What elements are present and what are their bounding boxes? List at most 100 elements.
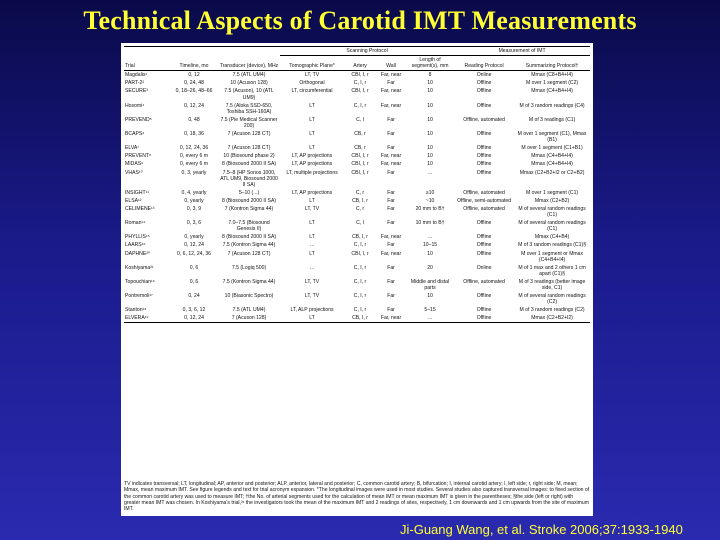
column-header: Artery: [344, 55, 377, 72]
table-cell: C, r: [355, 205, 365, 212]
table-cell: C, I, r: [353, 80, 367, 87]
table-cell: Pontremoli¹⁷: [125, 293, 153, 300]
table-cell: 0, 4, yearly: [181, 189, 207, 196]
table-cell: 0, 3, 9: [186, 205, 202, 212]
column-header: Reading Protocol: [454, 55, 515, 72]
table-cell: Mmax (C2+B2+I2 or C2+B2): [519, 169, 585, 176]
table-cell: Offline: [476, 307, 492, 314]
table-cell: Far, near: [380, 153, 402, 160]
table-cell: 7 (Acuson 128): [218, 314, 281, 324]
table-row: ELVERA¹⁹ 0, 12, 24 7 (Acuson 128) LT CB, I, …: [124, 314, 591, 324]
table-cell: 5–10 (...): [238, 189, 260, 196]
table-cell: CB, I, r: [352, 234, 368, 241]
table-cell: Mmax (C4+B4+I4): [531, 161, 573, 168]
table-cell: M over 1 segment (C1+B1): [521, 145, 583, 152]
table-cell: Far, near: [380, 102, 402, 109]
table-cell: PART-2²: [125, 80, 145, 87]
table-cell: Far: [387, 307, 395, 314]
table-cell: Far: [387, 189, 395, 196]
table-cell: 5–15: [424, 307, 436, 314]
table-cell: 8: [428, 72, 432, 79]
table-cell: Online: [476, 72, 492, 79]
table-cell: Mmax (C2+B2+I2): [514, 314, 591, 324]
table-cell: CBI, I, r: [351, 161, 369, 168]
table-cell: Offline: [476, 102, 492, 109]
table-row: LAARS¹⁶ 0, 12, 24 7.5 (Kontron Sigma 44)..…: [124, 241, 590, 249]
table-cell: LT: [309, 197, 315, 204]
table-cell: Orthogonal: [299, 80, 325, 87]
table-cell: 0, yearly: [184, 197, 204, 204]
table-cell: 10: [427, 80, 433, 87]
table-cell: 0, every 6 m: [179, 161, 209, 168]
table-cell: DAPHNE²⁰: [125, 250, 150, 257]
table-cell: ...: [406, 314, 455, 324]
table-cell: C, I, r: [353, 242, 367, 249]
table-row: INSIGHT¹¹ 0, 4, yearly 5–10 (...) LT, AP pr…: [124, 189, 590, 197]
table-cell: 7 (Acuson 128 CT): [227, 250, 271, 257]
table-cell: Far: [387, 131, 395, 138]
table-cell: 0, 3, 6: [186, 220, 202, 227]
table-cell: Roman¹⁴: [125, 220, 146, 227]
table-cell: Far, near: [380, 161, 402, 168]
table-cell: LT: [309, 145, 315, 152]
table-cell: 10–15: [422, 242, 438, 249]
table-cell: M of 3 random readings (C4): [519, 102, 585, 109]
table-cell: CB, I, r: [352, 197, 368, 204]
table-row: SECURE³ 0, 18–26, 48–66 7.5 (Acuson), 10 (…: [124, 87, 590, 101]
table-cell: ~10: [425, 197, 435, 204]
table-cell: CB, r: [354, 131, 366, 138]
table-cell: 0, every 6 m: [179, 153, 209, 160]
table-cell: Mmax (C2+B2): [534, 197, 570, 204]
table-cell: Far: [387, 220, 395, 227]
table-cell: ≥10: [425, 189, 435, 196]
table-cell: Offline, automated: [463, 189, 505, 196]
table-row: PREVEND⁵ 0, 48 7.5 (Pie Medical Scanner 20…: [124, 116, 590, 130]
table-cell: 0, 12, 24, 36: [179, 145, 209, 152]
table-cell: 7.5 (Aloka SSD-650, Toshiba SSH-160A): [225, 102, 273, 115]
table-cell: Far, near: [380, 72, 402, 79]
table-cell: 8 (Biosound 2000 II SA): [221, 197, 277, 204]
table-cell: M of 3 random readings (C2): [519, 307, 585, 314]
table-cell: M of 3 random readings (C1)§: [518, 242, 587, 249]
table-cell: ...: [427, 169, 433, 176]
table-cell: Hosomi⁴: [125, 102, 145, 109]
table-cell: CB, r: [354, 145, 366, 152]
table-cell: ELVA⁷: [125, 145, 140, 152]
table-cell: LT: [309, 234, 315, 241]
table-cell: SECURE³: [125, 88, 148, 95]
table-cell: Offline, automated: [463, 116, 505, 123]
table-cell: ...: [309, 264, 315, 271]
table-cell: 10: [427, 116, 433, 123]
table-cell: Far: [387, 205, 395, 212]
citation: Ji-Guang Wang, et al. Stroke 2006;37:193…: [400, 522, 683, 537]
table-cell: M of 3 readings (better image side, C1): [518, 278, 586, 291]
table-cell: Far: [387, 293, 395, 300]
table-cell: LT: [309, 131, 315, 138]
table-row: Koshiyama²¹ 0, 6 7.5 (Logiq 500)... C, I, r…: [124, 264, 590, 278]
table-row: Pontremoli¹⁷ 0, 24 10 (Biasonic Spectro) LT…: [124, 292, 590, 306]
table-cell: LT, circumferential: [291, 88, 333, 95]
table-cell: 10 mm to B†: [415, 220, 445, 227]
table-cell: 0, 24: [188, 293, 200, 300]
slide-title: Technical Aspects of Carotid IMT Measure…: [83, 6, 637, 35]
table-cell: 7 (Acuson 128 CT): [227, 145, 271, 152]
table-panel: Scanning Protocol Measurement of IMT Tri…: [121, 43, 593, 516]
table-cell: 10: [427, 293, 433, 300]
column-header: Timeline, mo: [170, 55, 218, 72]
table-row: Topouchian¹⁶ 0, 6 7.5 (Kontron Sigma 44) LT…: [124, 278, 590, 292]
table-cell: Offline: [476, 293, 492, 300]
table-cell: M of several random readings (C2): [518, 293, 586, 306]
table-row: PREVENT⁸ 0, every 6 m 10 (Biosound phase 2…: [124, 152, 590, 160]
table-row: CELIMENE¹³ 0, 3, 9 7 (Kontron Sigma 44) LT,…: [124, 205, 590, 219]
table-cell: 0, 48: [188, 116, 200, 123]
column-header: Trial: [124, 55, 170, 72]
table-cell: CBI, I, r: [351, 250, 369, 257]
table-cell: 10: [427, 161, 433, 168]
table-cell: LT, TV: [304, 72, 320, 79]
table-cell: CBI, I, r: [351, 88, 369, 95]
table-cell: 7.0–7.5 (Biosound Genesis II): [228, 220, 270, 233]
table-cell: Offline: [476, 80, 492, 87]
table-cell: M over 1 segment (C1), Mmax (B1): [517, 131, 587, 144]
table-cell: 7.5 (Kontron Sigma 44): [222, 278, 276, 285]
table-cell: C, I, r: [353, 264, 367, 271]
